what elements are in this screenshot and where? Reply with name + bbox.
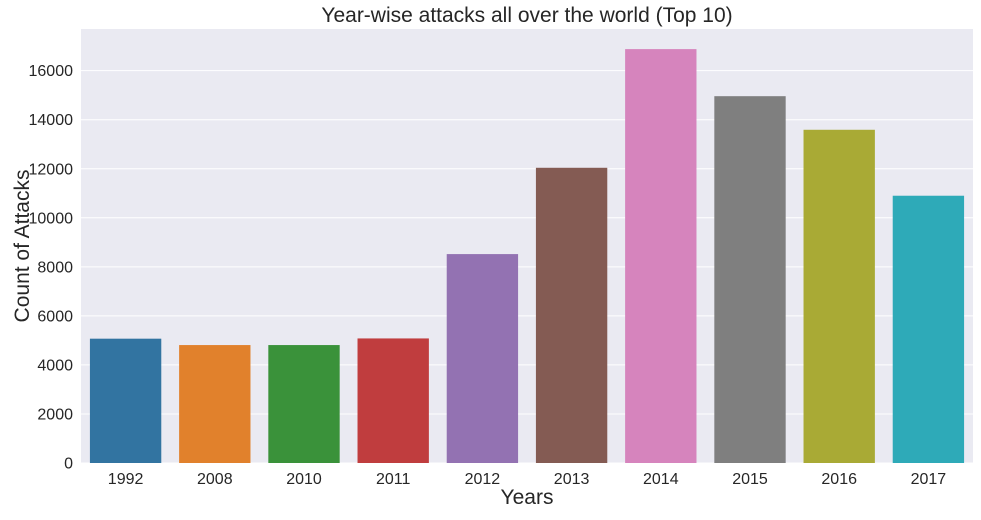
y-tick-label: 14000 — [29, 112, 74, 129]
bar-2012 — [446, 254, 519, 463]
y-tick-label: 10000 — [29, 210, 74, 227]
bar-2008 — [179, 345, 251, 463]
x-tick-label: 1992 — [108, 471, 144, 488]
y-tick-label: 6000 — [37, 308, 73, 325]
y-tick-label: 8000 — [37, 259, 73, 276]
y-tick-label: 2000 — [37, 406, 73, 423]
bars — [89, 49, 965, 464]
x-tick-label: 2014 — [643, 471, 679, 488]
x-tick-label: 2012 — [465, 471, 501, 488]
chart-title: Year-wise attacks all over the world (To… — [321, 4, 732, 27]
y-tick-label: 4000 — [37, 357, 73, 374]
bar-2017 — [892, 195, 965, 463]
y-tick-label: 12000 — [29, 161, 74, 178]
x-axis-label: Years — [501, 486, 554, 509]
bar-1992 — [89, 338, 162, 463]
y-tick-labels: 0 2000 4000 6000 8000 10000 12000 14000 16000 — [29, 63, 74, 472]
bar-2016 — [803, 129, 875, 463]
bar-2014 — [625, 49, 697, 464]
y-tick-label: 0 — [64, 456, 73, 473]
x-tick-label: 2008 — [197, 471, 233, 488]
bar-2010 — [268, 345, 340, 463]
y-tick-label: 16000 — [29, 63, 74, 80]
x-tick-label: 2013 — [554, 471, 590, 488]
bar-2011 — [357, 338, 429, 463]
x-tick-label: 2015 — [732, 471, 768, 488]
x-tick-label: 2016 — [821, 471, 857, 488]
bar-2015 — [714, 96, 786, 464]
bar-2013 — [535, 167, 608, 463]
y-axis-label: Count of Attacks — [11, 170, 34, 323]
x-tick-label: 2010 — [286, 471, 322, 488]
x-tick-label: 2017 — [911, 471, 947, 488]
x-tick-labels: 1992 2008 2010 2011 2012 2013 2014 2015 2016 2017 — [108, 471, 946, 488]
x-tick-label: 2011 — [376, 471, 411, 488]
